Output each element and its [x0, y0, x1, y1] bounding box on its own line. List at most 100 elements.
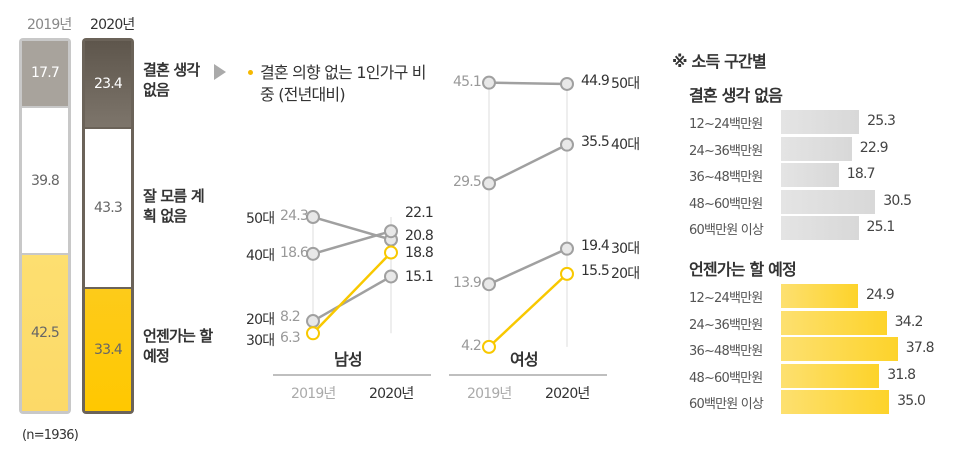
series-line-30대	[488, 247, 568, 286]
income-value: 34.2	[894, 313, 924, 330]
income-bar	[781, 189, 876, 214]
data-point	[384, 224, 398, 239]
value-label-2019: 45.1	[453, 73, 482, 90]
series-name-label: 30대	[246, 333, 275, 350]
value-label-2019: 8.2	[280, 309, 301, 326]
income-value: 35.0	[897, 393, 926, 409]
x-tick-label: 2020년	[369, 386, 414, 402]
value-label-2020: 44.9	[581, 72, 610, 89]
data-point	[560, 241, 574, 256]
income-bar	[781, 337, 898, 361]
data-point	[560, 266, 574, 281]
panel-label: 남성	[334, 350, 363, 369]
chart-title: 결혼 의향 없는 1인가구 비중 (전년대비)	[260, 63, 427, 104]
data-point	[306, 326, 320, 341]
income-value: 25.3	[867, 113, 896, 129]
income-label: 60백만원 이상	[689, 397, 764, 412]
bullet-dot-icon	[248, 70, 253, 75]
series-name-label: 50대	[611, 75, 640, 92]
stacked-bar-2019년: 17.7 39.8 42.5	[19, 38, 71, 414]
x-tick-label: 2020년	[545, 386, 590, 402]
year-label: 2020년	[90, 17, 135, 33]
series-line-30대	[312, 251, 392, 335]
category-label: 잘 모름 계획 없음	[143, 187, 205, 225]
x-tick-label: 2019년	[291, 386, 336, 402]
series-line-50대	[488, 81, 568, 86]
income-value: 31.8	[887, 366, 916, 383]
group-title: 결혼 생각 없음	[689, 86, 783, 105]
income-value: 18.7	[846, 166, 876, 182]
series-name-label: 20대	[611, 265, 640, 282]
value-label-2020: 20.8	[405, 228, 434, 244]
income-bar	[781, 390, 890, 414]
bar-segment: 17.7	[22, 41, 68, 106]
income-bar	[781, 136, 852, 161]
bar-segment: 33.4	[85, 286, 131, 411]
data-point	[306, 210, 320, 225]
value-label-2019: 29.5	[453, 174, 482, 191]
value-label-2020: 35.5	[581, 133, 610, 150]
arrow-right-icon	[214, 64, 226, 80]
sample-size-note: (n=1936)	[22, 428, 79, 443]
series-name-label: 40대	[611, 136, 640, 153]
year-label: 2019년	[27, 17, 72, 33]
income-label: 36~48백만원	[689, 344, 763, 359]
value-label-2019: 4.2	[461, 337, 482, 354]
value-label-2020: 19.4	[581, 237, 610, 254]
series-name-label: 50대	[246, 211, 275, 228]
value-label-2019: 13.9	[453, 275, 482, 292]
value-label-2020: 22.1	[405, 205, 434, 221]
data-point	[306, 314, 320, 329]
income-value: 22.9	[859, 139, 889, 156]
section-title-text: ※ 소득 구간별	[672, 52, 767, 71]
income-label: 12~24백만원	[689, 117, 763, 132]
data-point	[384, 269, 398, 284]
income-bar	[781, 363, 880, 388]
income-label: 36~48백만원	[689, 170, 763, 185]
panel-label: 여성	[510, 350, 539, 369]
income-bar	[781, 163, 839, 187]
income-label: 48~60백만원	[689, 370, 763, 386]
income-bar	[781, 110, 860, 134]
value-label-2020: 15.1	[405, 269, 434, 285]
category-label: 결혼 생각 없음	[143, 61, 200, 99]
income-bar	[781, 216, 859, 240]
data-point	[560, 76, 574, 91]
data-point	[482, 277, 496, 292]
bar-segment: 42.5	[22, 253, 68, 411]
value-label-2019: 24.3	[280, 208, 309, 225]
x-tick-label: 2019년	[467, 386, 512, 402]
income-value: 30.5	[883, 192, 912, 209]
income-bar	[781, 284, 858, 308]
data-point	[482, 339, 496, 354]
income-value: 25.1	[866, 219, 896, 235]
data-point	[306, 246, 320, 261]
data-point	[384, 245, 398, 260]
bar-segment: 43.3	[85, 126, 131, 287]
series-line-40대	[488, 143, 568, 185]
series-line-20대	[488, 272, 568, 348]
income-label: 60백만원 이상	[689, 223, 764, 238]
data-point	[482, 75, 496, 90]
bar-segment: 23.4	[85, 41, 131, 127]
group-title: 언젠가는 할 예정	[689, 260, 797, 279]
series-line-20대	[312, 275, 392, 323]
bar-segment: 39.8	[22, 105, 68, 254]
data-point	[560, 137, 574, 152]
stacked-bar-2020년: 23.4 43.3 33.4	[82, 38, 134, 414]
income-bar	[781, 310, 887, 335]
category-label: 언젠가는 할 예정	[143, 327, 213, 365]
value-label-2019: 18.6	[280, 244, 309, 261]
income-label: 12~24백만원	[689, 291, 763, 306]
income-label: 24~36백만원	[689, 317, 763, 333]
section-title: ※ 소득 구간별	[672, 48, 767, 72]
series-name-label: 30대	[611, 240, 640, 257]
data-point	[482, 176, 496, 191]
series-line-40대	[312, 230, 392, 256]
series-name-label: 20대	[246, 312, 275, 329]
value-label-2019: 6.3	[280, 330, 301, 347]
income-value: 37.8	[905, 340, 935, 356]
income-value: 24.9	[865, 287, 895, 303]
income-label: 24~36백만원	[689, 143, 763, 159]
